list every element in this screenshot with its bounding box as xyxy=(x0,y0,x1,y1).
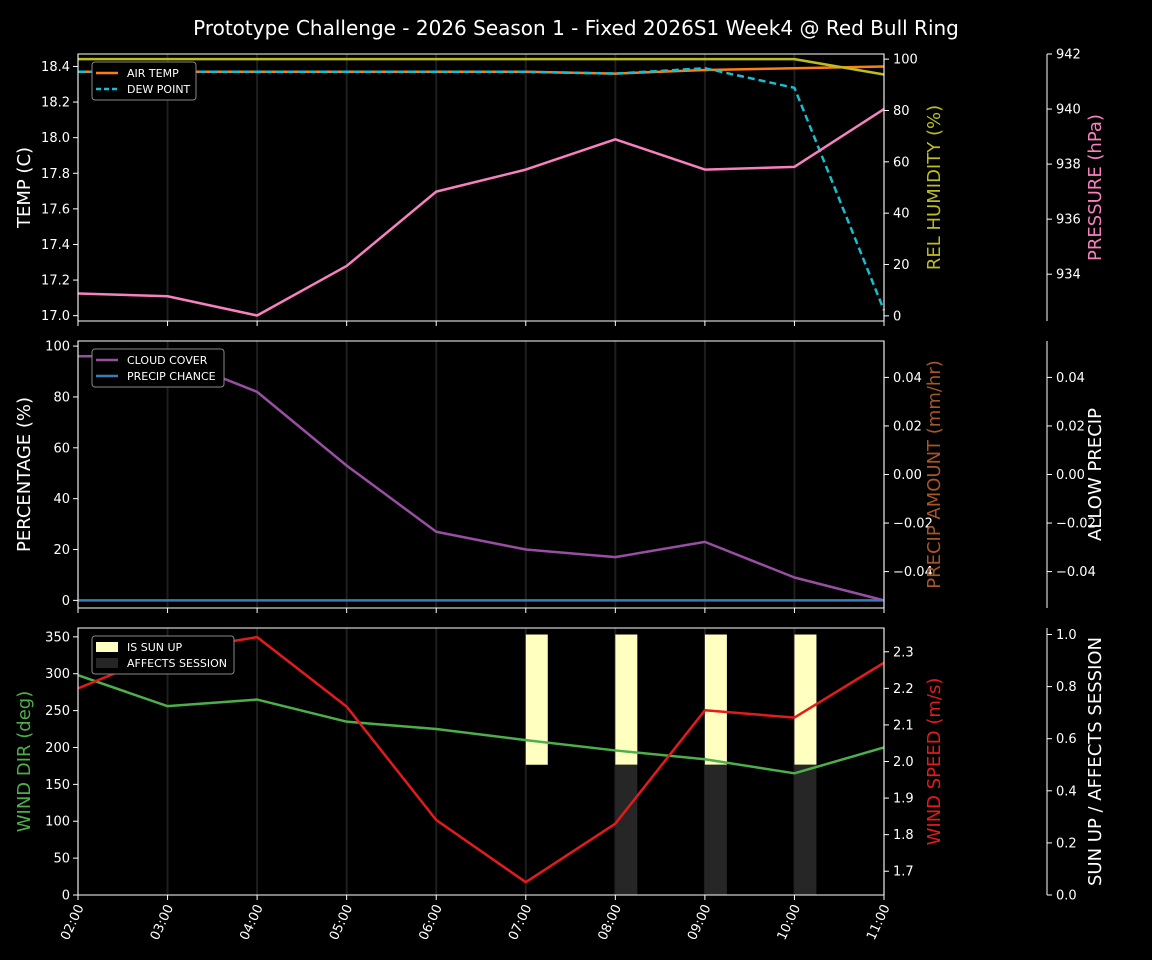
y-tick-label: 0 xyxy=(893,309,901,324)
y-tick-label: 0.02 xyxy=(893,419,922,434)
y-tick-label: 0 xyxy=(62,594,70,609)
y-tick-label: 40 xyxy=(893,207,910,222)
y-tick-label: 0.6 xyxy=(1056,732,1077,747)
right-axis-label: REL HUMIDITY (%) xyxy=(924,105,945,270)
y-tick-label: 18.0 xyxy=(41,131,70,146)
y-tick-label: 18.4 xyxy=(41,60,70,75)
panel-3: 0 50 100 150 200 250 300 350 WIND DIR (deg) 1.7 1.… xyxy=(14,627,1106,943)
y-tick-label: 200 xyxy=(45,741,70,756)
y-tick-label: 50 xyxy=(53,852,70,867)
y-tick-label: 80 xyxy=(893,104,910,119)
panel-1: 17.0 17.2 17.4 17.6 17.8 18.0 18.2 18.4 TEMP (C)… xyxy=(14,48,1106,326)
left-axis-label: TEMP (C) xyxy=(14,147,35,229)
y-tick-label: 80 xyxy=(53,390,70,405)
y-tick-label: 1.7 xyxy=(893,865,914,880)
y-tick-label: 17.8 xyxy=(41,167,70,182)
y-tick-label: 0.2 xyxy=(1056,836,1077,851)
y-tick-label: 2.0 xyxy=(893,755,914,770)
y-tick-label: 17.6 xyxy=(41,202,70,217)
y-tick-label: 20 xyxy=(893,258,910,273)
right-axis-label: PRECIP AMOUNT (mm/hr) xyxy=(924,360,945,589)
sun-up-bar xyxy=(615,634,638,765)
affects-session-bar xyxy=(794,764,817,895)
y-tick-label: 100 xyxy=(45,340,70,355)
series-line-1-4 xyxy=(77,108,885,317)
y-tick-label: −0.04 xyxy=(1056,565,1096,580)
y-tick-label: −0.04 xyxy=(893,565,933,580)
y-tick-label: 938 xyxy=(1056,158,1081,173)
y-tick-label: 0.00 xyxy=(1056,468,1085,483)
y-tick-label: 2.3 xyxy=(893,645,914,660)
right2-axis-label: SUN UP / AFFECTS SESSION xyxy=(1085,637,1106,886)
affects-session-bar xyxy=(704,764,727,895)
y-tick-label: 1.9 xyxy=(893,792,914,807)
y-tick-label: 0.4 xyxy=(1056,784,1077,799)
legend-box xyxy=(91,635,235,675)
legend-label: AFFECTS SESSION xyxy=(127,657,227,670)
panel-2: 0 20 40 60 80 100 PERCENTAGE (%) −0.04 −0.02 0.00… xyxy=(14,340,1106,613)
y-tick-label: 350 xyxy=(45,630,70,645)
series-line-1-3 xyxy=(78,57,885,76)
right2-axis-label: ALLOW PRECIP xyxy=(1085,408,1106,541)
right-axis-label: WIND SPEED (m/s) xyxy=(924,678,945,846)
y-tick-label: 100 xyxy=(45,815,70,830)
y-tick-label: 150 xyxy=(45,778,70,793)
legend-label: CLOUD COVER xyxy=(127,354,208,367)
sun-up-bar xyxy=(704,634,727,765)
legend-label: PRECIP CHANCE xyxy=(127,370,216,383)
y-tick-label: 1.8 xyxy=(893,828,914,843)
y-tick-label: 100 xyxy=(893,53,918,68)
y-tick-label: 1.0 xyxy=(1056,628,1077,643)
y-tick-label: 250 xyxy=(45,704,70,719)
y-tick-label: 936 xyxy=(1056,213,1081,228)
y-tick-label: 0.0 xyxy=(1056,889,1077,904)
chart-title: Prototype Challenge - 2026 Season 1 - Fi… xyxy=(193,16,959,40)
y-tick-label: 300 xyxy=(45,667,70,682)
y-tick-label: 934 xyxy=(1056,268,1081,283)
affects-session-bar xyxy=(615,764,638,895)
y-tick-label: 940 xyxy=(1056,103,1081,118)
plot-frame xyxy=(77,53,885,322)
y-tick-label: 0.04 xyxy=(1056,371,1085,386)
sun-up-bar xyxy=(794,634,817,765)
legend-label: IS SUN UP xyxy=(127,641,183,654)
y-tick-label: 17.4 xyxy=(41,238,70,253)
legend: AIR TEMP DEW POINT xyxy=(91,61,197,101)
y-tick-label: 20 xyxy=(53,543,70,558)
y-tick-label: 942 xyxy=(1056,48,1081,63)
y-tick-label: −0.02 xyxy=(893,517,933,532)
legend-swatch xyxy=(96,642,118,652)
y-tick-label: 18.2 xyxy=(41,96,70,111)
y-tick-label: 17.0 xyxy=(41,309,70,324)
y-tick-label: 2.1 xyxy=(893,718,914,733)
y-tick-label: 0.02 xyxy=(1056,419,1085,434)
legend-box xyxy=(91,61,197,101)
legend: IS SUN UP AFFECTS SESSION xyxy=(91,635,235,675)
series-line-3-1 xyxy=(77,674,885,775)
y-tick-label: −0.02 xyxy=(1056,517,1096,532)
y-tick-label: 0.00 xyxy=(893,468,922,483)
left-axis-label: PERCENTAGE (%) xyxy=(14,397,35,552)
y-tick-label: 0.04 xyxy=(893,371,922,386)
legend-swatch xyxy=(96,658,118,668)
sun-up-bar xyxy=(525,634,548,765)
left-axis-label: WIND DIR (deg) xyxy=(14,691,35,833)
y-tick-label: 17.2 xyxy=(41,274,70,289)
legend-label: DEW POINT xyxy=(127,83,191,96)
y-tick-label: 60 xyxy=(893,155,910,170)
y-tick-label: 2.2 xyxy=(893,682,914,697)
legend-label: AIR TEMP xyxy=(127,67,179,80)
y-tick-label: 0 xyxy=(62,889,70,904)
y-tick-label: 40 xyxy=(53,492,70,507)
legend-box xyxy=(91,348,225,388)
series-line-dew-point xyxy=(78,66,886,311)
right2-axis-label: PRESSURE (hPa) xyxy=(1085,114,1106,261)
legend: CLOUD COVER PRECIP CHANCE xyxy=(91,348,225,388)
y-tick-label: 60 xyxy=(53,441,70,456)
y-tick-label: 0.8 xyxy=(1056,680,1077,695)
